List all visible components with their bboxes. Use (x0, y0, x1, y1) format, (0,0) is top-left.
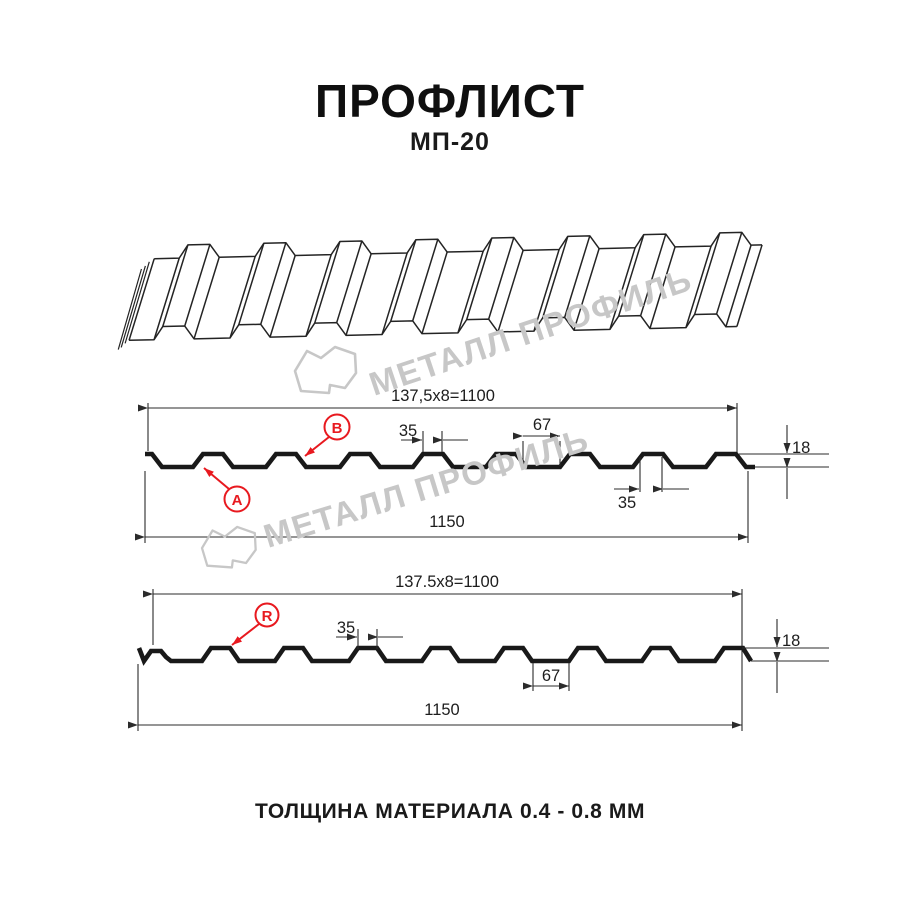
watermark-upper: МЕТАЛЛ ПРОФИЛЬ (293, 260, 697, 403)
svg-text:67: 67 (533, 416, 551, 434)
dim-coverage-width-reverse: 137.5x8=1100 (395, 573, 499, 591)
cross-section-front: 137,5x8=1100 35 67 (135, 387, 829, 543)
cross-section-reverse: 137.5x8=1100 35 67 (128, 573, 829, 731)
dim-overall-width-reverse: 1150 (128, 664, 742, 731)
watermark-lower: МЕТАЛЛ ПРОФИЛЬ (200, 420, 593, 569)
svg-text:1150: 1150 (429, 513, 464, 531)
dim-rib-top-width-front: 35 (399, 422, 468, 452)
sheet-rib-lines (153, 232, 752, 340)
svg-text:B: B (332, 420, 343, 437)
metal-profil-logo-icon (200, 525, 257, 569)
dim-overall-width-front: 1150 (135, 471, 749, 543)
svg-text:1150: 1150 (424, 701, 459, 719)
point-label-b: B (304, 413, 351, 457)
svg-text:A: A (232, 492, 243, 509)
product-title: ПРОФЛИСТ (315, 75, 585, 127)
dim-groove-width-front: 67 (513, 416, 561, 466)
dim-coverage-width-front: 137,5x8=1100 (391, 387, 495, 405)
sheet-bottom-edge (129, 313, 737, 342)
dim-height-reverse: 18 (742, 619, 829, 693)
sheet-3d-view (117, 231, 763, 350)
sheet-top-edge (154, 231, 763, 260)
product-model: МП-20 (410, 128, 490, 156)
svg-text:R: R (262, 608, 273, 625)
profile-outline-front (145, 451, 755, 470)
watermark-brand-text: МЕТАЛЛ ПРОФИЛЬ (364, 260, 696, 402)
dim-groove-width-reverse: 67 (523, 663, 570, 691)
profile-outline-reverse (136, 645, 753, 666)
watermark-brand-text: МЕТАЛЛ ПРОФИЛЬ (259, 420, 593, 554)
svg-text:35: 35 (399, 422, 417, 440)
svg-text:67: 67 (542, 667, 560, 685)
point-label-a: A (203, 467, 251, 513)
point-label-r: R (231, 602, 280, 646)
svg-text:35: 35 (337, 619, 355, 637)
svg-text:35: 35 (618, 494, 636, 512)
svg-text:18: 18 (782, 632, 800, 650)
material-thickness-note: ТОЛЩИНА МАТЕРИАЛА 0.4 - 0.8 ММ (254, 800, 646, 823)
svg-text:18: 18 (792, 439, 810, 457)
metal-profil-logo-icon (293, 345, 358, 395)
dim-rib-top-width-reverse: 35 (336, 619, 403, 649)
sheet-end-caps (117, 244, 763, 350)
dim-height-front: 18 (739, 425, 829, 499)
dim-rib-bottom-width-front: 35 (614, 457, 689, 512)
